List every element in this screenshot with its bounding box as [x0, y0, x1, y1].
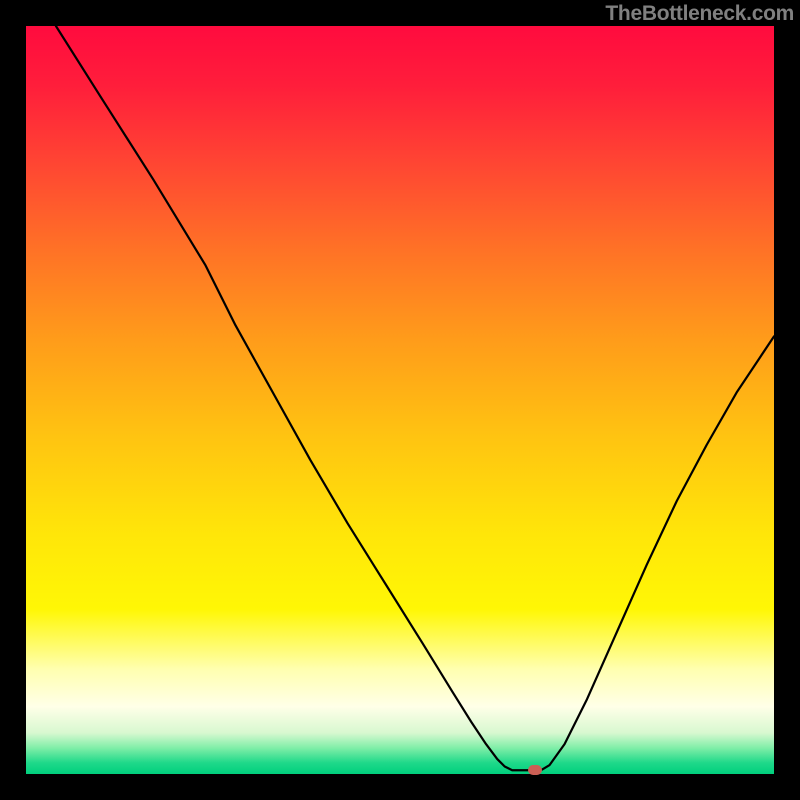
chart-container: TheBottleneck.com: [0, 0, 800, 800]
optimum-marker: [528, 765, 542, 775]
plot-frame: [0, 0, 800, 800]
plot-area: [26, 26, 774, 774]
curve-layer: [26, 26, 774, 774]
watermark-text: TheBottleneck.com: [605, 2, 794, 26]
bottleneck-curve: [56, 26, 774, 770]
